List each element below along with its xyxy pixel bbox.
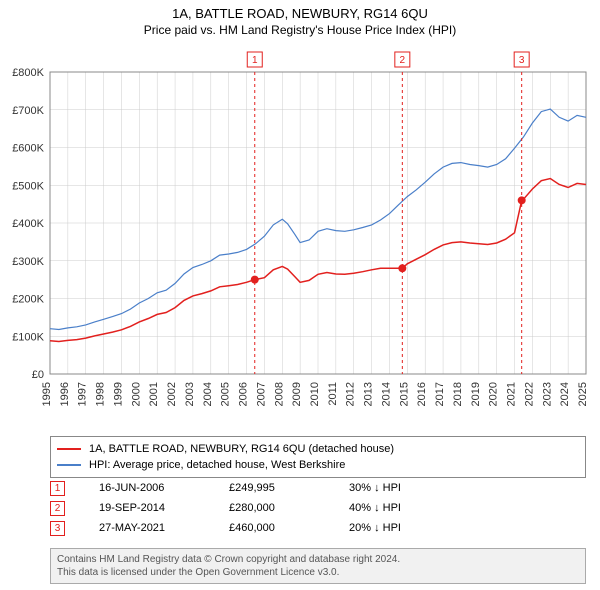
legend-label-hpi: HPI: Average price, detached house, West… bbox=[89, 459, 345, 471]
svg-text:2009: 2009 bbox=[291, 382, 303, 406]
sale-row-2: 2 19-SEP-2014 £280,000 40% ↓ HPI bbox=[50, 498, 586, 518]
svg-text:2000: 2000 bbox=[130, 382, 142, 406]
chart-container: 1A, BATTLE ROAD, NEWBURY, RG14 6QU Price… bbox=[0, 0, 600, 590]
sale-row-3: 3 27-MAY-2021 £460,000 20% ↓ HPI bbox=[50, 518, 586, 538]
legend-swatch-property bbox=[57, 448, 81, 450]
sale-price-3: £460,000 bbox=[229, 522, 349, 534]
svg-text:2007: 2007 bbox=[255, 382, 267, 406]
svg-text:2018: 2018 bbox=[452, 382, 464, 406]
svg-text:2003: 2003 bbox=[184, 382, 196, 406]
svg-text:1997: 1997 bbox=[77, 382, 89, 406]
svg-text:2002: 2002 bbox=[166, 382, 178, 406]
footer-box: Contains HM Land Registry data © Crown c… bbox=[50, 548, 586, 584]
svg-text:2013: 2013 bbox=[363, 382, 375, 406]
legend-item-property: 1A, BATTLE ROAD, NEWBURY, RG14 6QU (deta… bbox=[57, 441, 579, 457]
svg-text:2014: 2014 bbox=[380, 382, 392, 406]
sale-price-1: £249,995 bbox=[229, 482, 349, 494]
svg-text:1999: 1999 bbox=[112, 382, 124, 406]
svg-text:2024: 2024 bbox=[559, 382, 571, 406]
sale-date-1: 16-JUN-2006 bbox=[99, 482, 229, 494]
legend-swatch-hpi bbox=[57, 464, 81, 466]
svg-text:£300K: £300K bbox=[12, 256, 44, 268]
sales-table: 1 16-JUN-2006 £249,995 30% ↓ HPI 2 19-SE… bbox=[50, 478, 586, 538]
svg-text:2001: 2001 bbox=[148, 382, 160, 406]
svg-text:2015: 2015 bbox=[398, 382, 410, 406]
sale-date-2: 19-SEP-2014 bbox=[99, 502, 229, 514]
svg-text:£100K: £100K bbox=[12, 331, 44, 343]
svg-text:£700K: £700K bbox=[12, 105, 44, 117]
svg-text:2004: 2004 bbox=[202, 382, 214, 406]
svg-text:£600K: £600K bbox=[12, 143, 44, 155]
svg-text:2012: 2012 bbox=[345, 382, 357, 406]
footer-line-1: Contains HM Land Registry data © Crown c… bbox=[57, 553, 579, 566]
svg-text:2017: 2017 bbox=[434, 382, 446, 406]
sale-pct-2: 40% ↓ HPI bbox=[349, 502, 489, 514]
svg-text:1998: 1998 bbox=[95, 382, 107, 406]
sale-pct-3: 20% ↓ HPI bbox=[349, 522, 489, 534]
sale-row-1: 1 16-JUN-2006 £249,995 30% ↓ HPI bbox=[50, 478, 586, 498]
svg-text:£400K: £400K bbox=[12, 218, 44, 230]
svg-text:2: 2 bbox=[400, 55, 406, 66]
svg-text:2022: 2022 bbox=[523, 382, 535, 406]
legend-box: 1A, BATTLE ROAD, NEWBURY, RG14 6QU (deta… bbox=[50, 436, 586, 478]
svg-text:£500K: £500K bbox=[12, 180, 44, 192]
chart-svg: £0 £100K £200K £300K £400K £500K £600K £700K £80… bbox=[0, 42, 600, 432]
sale-date-3: 27-MAY-2021 bbox=[99, 522, 229, 534]
svg-text:£0: £0 bbox=[32, 369, 44, 381]
svg-text:2020: 2020 bbox=[488, 382, 500, 406]
svg-text:1: 1 bbox=[252, 55, 258, 66]
sale-pct-1: 30% ↓ HPI bbox=[349, 482, 489, 494]
svg-text:2021: 2021 bbox=[506, 382, 518, 406]
svg-text:2011: 2011 bbox=[327, 382, 339, 406]
svg-text:2010: 2010 bbox=[309, 382, 321, 406]
sale-num-2: 2 bbox=[50, 501, 65, 516]
svg-text:2006: 2006 bbox=[238, 382, 250, 406]
svg-text:1995: 1995 bbox=[41, 382, 53, 406]
svg-text:2019: 2019 bbox=[470, 382, 482, 406]
svg-text:2005: 2005 bbox=[220, 382, 232, 406]
svg-text:2016: 2016 bbox=[416, 382, 428, 406]
svg-text:1996: 1996 bbox=[59, 382, 71, 406]
svg-text:3: 3 bbox=[519, 55, 525, 66]
svg-text:£800K: £800K bbox=[12, 67, 44, 79]
svg-text:2008: 2008 bbox=[273, 382, 285, 406]
sale-price-2: £280,000 bbox=[229, 502, 349, 514]
chart-subtitle: Price paid vs. HM Land Registry's House … bbox=[0, 21, 600, 37]
legend-label-property: 1A, BATTLE ROAD, NEWBURY, RG14 6QU (deta… bbox=[89, 443, 394, 455]
svg-text:2025: 2025 bbox=[577, 382, 589, 406]
chart-title: 1A, BATTLE ROAD, NEWBURY, RG14 6QU bbox=[0, 0, 600, 21]
legend-item-hpi: HPI: Average price, detached house, West… bbox=[57, 457, 579, 473]
sale-num-1: 1 bbox=[50, 481, 65, 496]
chart-area: £0 £100K £200K £300K £400K £500K £600K £700K £80… bbox=[0, 42, 600, 432]
footer-line-2: This data is licensed under the Open Gov… bbox=[57, 566, 579, 579]
svg-text:£200K: £200K bbox=[12, 294, 44, 306]
svg-text:2023: 2023 bbox=[541, 382, 553, 406]
sale-num-3: 3 bbox=[50, 521, 65, 536]
